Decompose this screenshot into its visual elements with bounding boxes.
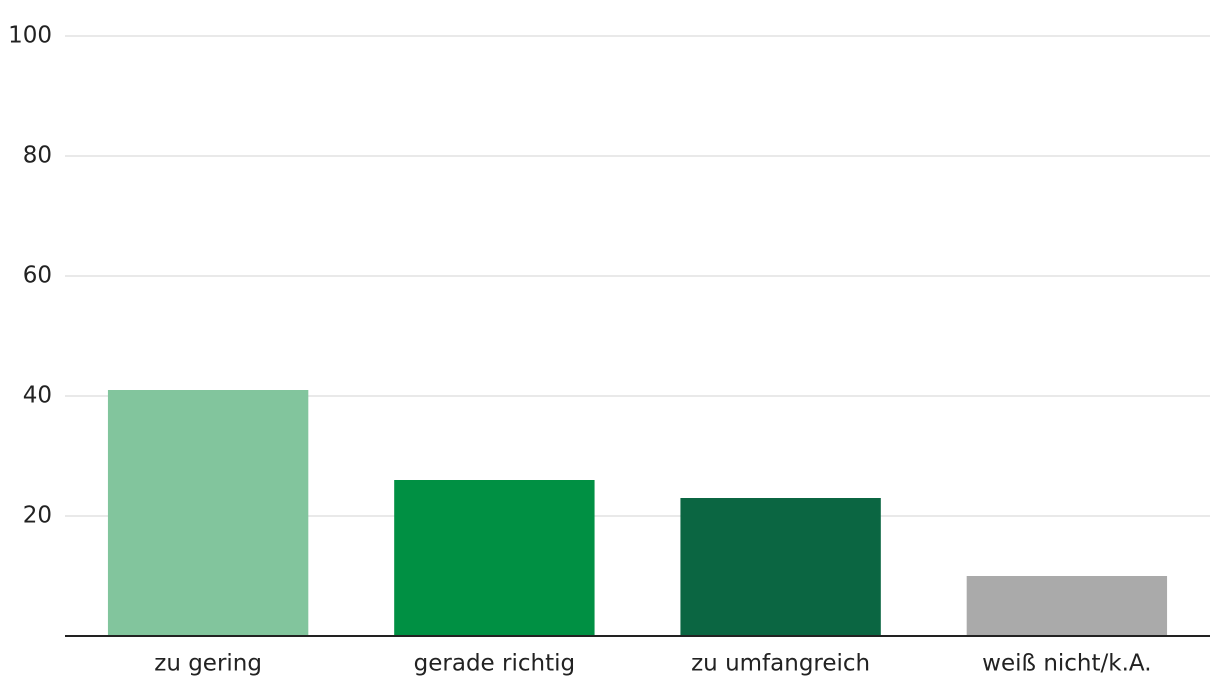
y-tick-label: 20	[23, 503, 52, 529]
y-tick-label: 80	[23, 143, 52, 169]
x-tick-label: gerade richtig	[414, 651, 575, 677]
x-tick-label: zu gering	[154, 651, 262, 677]
y-tick-label: 40	[23, 383, 52, 409]
bar	[107, 390, 309, 636]
bar	[966, 576, 1168, 636]
y-tick-label: 100	[8, 23, 52, 49]
bar	[680, 498, 881, 636]
y-tick-label: 60	[23, 263, 52, 289]
x-tick-label: zu umfangreich	[691, 651, 870, 677]
bar	[394, 480, 595, 636]
x-tick-label: weiß nicht/k.A.	[982, 651, 1151, 677]
